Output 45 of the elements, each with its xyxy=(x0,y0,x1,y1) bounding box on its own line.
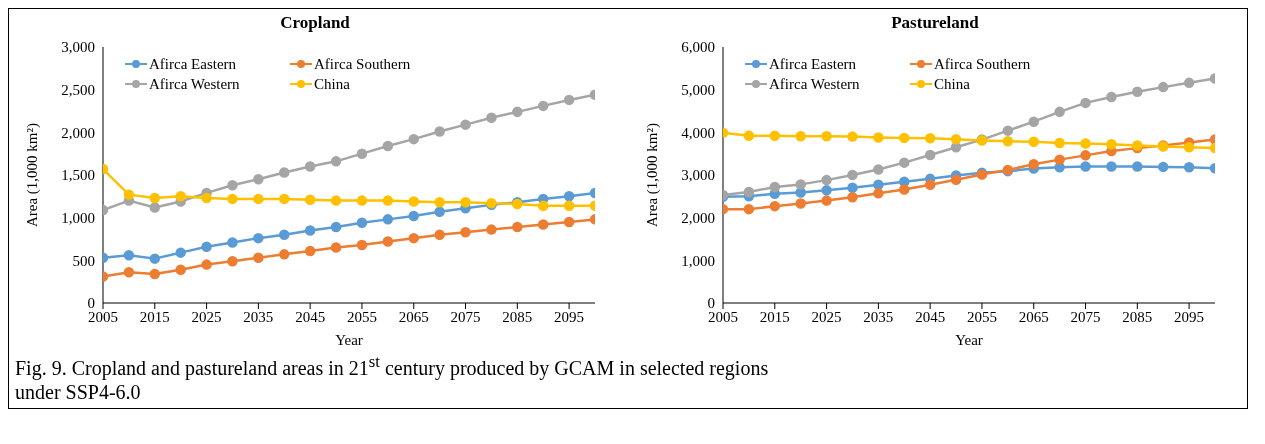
legend-label: Afirca Southern xyxy=(934,55,1031,73)
y-tick-label: 1,000 xyxy=(681,252,715,269)
chart-title: Pastureland xyxy=(890,13,980,34)
y-tick-label: 5,000 xyxy=(681,81,715,98)
x-tick-label: 2095 xyxy=(1174,308,1205,325)
y-tick-label: 3,000 xyxy=(681,167,715,184)
y-tick-label: 1,000 xyxy=(61,209,95,226)
x-tick-label: 2085 xyxy=(1122,308,1153,325)
legend-label: Afirca Western xyxy=(149,75,240,93)
x-tick-label: 2025 xyxy=(191,308,222,325)
x-tick-label: 2075 xyxy=(450,308,481,325)
chart-title: Cropland xyxy=(279,13,351,34)
legend-label: Afirca Southern xyxy=(314,55,411,73)
y-tick-label: 6,000 xyxy=(681,39,715,56)
legend-label: Afirca Eastern xyxy=(149,55,237,73)
y-tick-label: 2,000 xyxy=(61,124,95,141)
x-tick-label: 2095 xyxy=(554,308,585,325)
legend-label: China xyxy=(314,75,350,93)
x-tick-label: 2035 xyxy=(243,308,274,325)
y-tick-label: 4,000 xyxy=(681,124,715,141)
x-tick-label: 2025 xyxy=(811,308,842,325)
x-tick-label: 2055 xyxy=(346,308,377,325)
legend-label: Afirca Eastern xyxy=(769,55,857,73)
y-axis-title: Area (1,000 km²) xyxy=(24,122,41,228)
y-tick-label: 500 xyxy=(72,252,95,269)
x-tick-label: 2015 xyxy=(139,308,170,325)
y-tick-label: 2,000 xyxy=(681,209,715,226)
x-tick-label: 2065 xyxy=(398,308,429,325)
y-tick-label: 1,500 xyxy=(61,167,95,184)
x-tick-label: 2035 xyxy=(863,308,894,325)
text: Fig. 9. Cropland and pastureland areas in 21$^{st}$ century produced by GCAM in selected regions under SSP4-6.0 xyxy=(15,352,769,403)
x-tick-label: 2015 xyxy=(759,308,790,325)
y-axis-title: Area (1,000 km²) xyxy=(644,122,661,228)
x-tick-label: 2045 xyxy=(295,308,326,325)
x-tick-label: 2065 xyxy=(1018,308,1049,325)
x-tick-label: 2045 xyxy=(915,308,946,325)
x-tick-label: 2055 xyxy=(966,308,997,325)
x-axis-title: Year xyxy=(955,332,983,348)
y-tick-label: 2,500 xyxy=(61,81,95,98)
legend-label: Afirca Western xyxy=(769,75,860,93)
x-axis-title: Year xyxy=(335,332,363,348)
x-tick-label: 2075 xyxy=(1070,308,1101,325)
y-tick-label: 3,000 xyxy=(61,39,95,56)
x-tick-label: 2085 xyxy=(502,308,533,325)
legend-label: China xyxy=(934,75,970,93)
